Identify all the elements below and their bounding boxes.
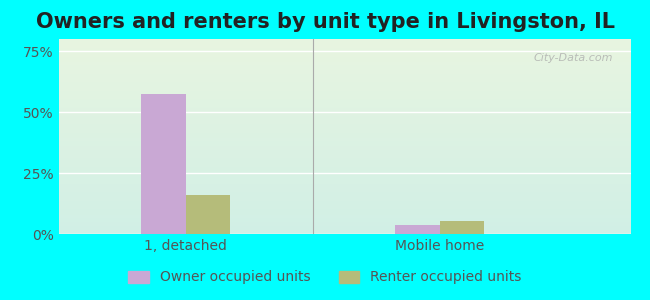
Bar xyxy=(186,195,230,234)
Legend: Owner occupied units, Renter occupied units: Owner occupied units, Renter occupied un… xyxy=(123,265,527,290)
Bar xyxy=(440,220,484,234)
Bar xyxy=(141,94,186,234)
Text: City-Data.com: City-Data.com xyxy=(534,52,614,63)
Text: Owners and renters by unit type in Livingston, IL: Owners and renters by unit type in Livin… xyxy=(36,12,614,32)
Bar xyxy=(395,226,440,234)
